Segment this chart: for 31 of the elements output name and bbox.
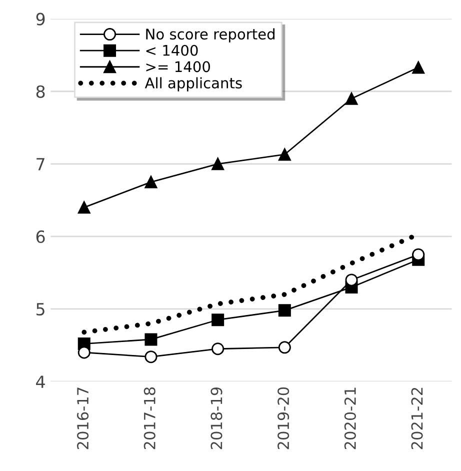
legend-label: < 1400	[146, 44, 198, 56]
point	[412, 61, 425, 74]
point	[412, 248, 425, 261]
y-tick-label: 4	[36, 376, 45, 388]
x-tick-label: 2021-22	[411, 388, 423, 450]
x-tick-label: 2019-20	[278, 387, 290, 450]
y-tick-label: 5	[36, 303, 44, 316]
y-tick-label: 8	[36, 85, 45, 98]
y-tick-label: 9	[36, 12, 45, 26]
legend-label: No score reported	[146, 28, 274, 42]
point	[212, 314, 224, 326]
point	[278, 148, 291, 161]
point	[144, 333, 158, 346]
y-tick-label: 6	[36, 230, 45, 244]
point	[144, 176, 158, 188]
point	[212, 158, 224, 170]
point	[278, 341, 291, 354]
point	[78, 346, 90, 359]
legend-label: >= 1400	[146, 61, 210, 72]
x-tick-label: 2016-17	[77, 388, 89, 450]
point	[78, 201, 90, 214]
y-tick-label: 7	[36, 158, 44, 170]
point	[345, 274, 358, 286]
x-tick-label: 2018-19	[210, 387, 222, 450]
point	[144, 350, 158, 364]
legend-label: All applicants	[144, 77, 242, 92]
point	[278, 304, 291, 317]
point	[345, 92, 358, 105]
x-tick-label: 2020-21	[344, 388, 356, 450]
x-tick-label: 2017-18	[144, 387, 156, 450]
point	[212, 342, 224, 356]
